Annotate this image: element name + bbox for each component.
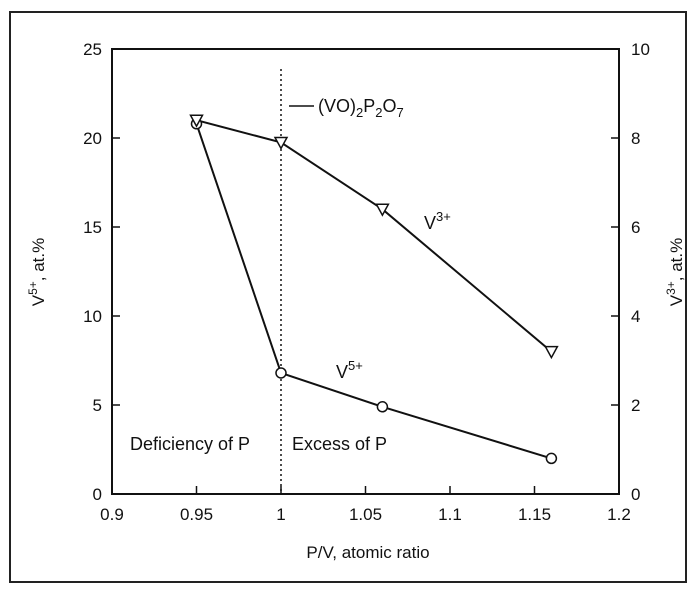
v5-series-label: V5+ — [336, 358, 363, 382]
y-left-tick-label: 15 — [83, 218, 102, 237]
v3-series-label: V3+ — [424, 209, 451, 233]
y-right-tick-label: 8 — [631, 129, 640, 148]
vo2p2o7-label: (VO)2P2O7 — [289, 96, 404, 120]
x-tick-label: 0.9 — [100, 505, 124, 524]
deficiency-label: Deficiency of P — [130, 434, 250, 454]
y-left-tick-label: 0 — [93, 485, 102, 504]
v3-series-line — [196, 119, 553, 353]
y-left-axis-title: V5+, at.% — [26, 238, 48, 307]
x-tick-label: 0.95 — [180, 505, 213, 524]
excess-label: Excess of P — [292, 434, 387, 454]
v5-data-point — [275, 367, 287, 379]
v5-data-point — [376, 401, 389, 413]
y-right-tick-label: 0 — [631, 485, 640, 504]
y-left-tick-label: 25 — [83, 40, 102, 59]
y-left-tick-label: 10 — [83, 307, 102, 326]
y-left-tick-label: 5 — [93, 396, 102, 415]
y-right-tick-label: 6 — [631, 218, 640, 237]
v3-data-point — [189, 114, 204, 128]
v5-data-point — [545, 452, 558, 465]
x-tick-label: 1 — [276, 505, 285, 524]
v5-series-line — [195, 123, 552, 460]
v3-data-point — [273, 136, 289, 151]
figure-frame — [9, 11, 687, 583]
x-tick-label: 1.05 — [349, 505, 382, 524]
ref-line-label: (VO)2P2O7 — [318, 96, 404, 120]
y-right-tick-label: 4 — [631, 307, 640, 326]
x-tick-label: 1.2 — [607, 505, 631, 524]
x-axis-title: P/V, atomic ratio — [306, 543, 429, 562]
v3-data-point — [544, 345, 559, 360]
x-tick-label: 1.15 — [518, 505, 551, 524]
x-tick-label: 1.1 — [438, 505, 462, 524]
y-right-tick-label: 2 — [631, 396, 640, 415]
y-right-tick-label: 10 — [631, 40, 650, 59]
y-right-axis-title: V3+, at.% — [664, 238, 686, 307]
v3-data-point — [375, 203, 390, 217]
y-left-tick-label: 20 — [83, 129, 102, 148]
